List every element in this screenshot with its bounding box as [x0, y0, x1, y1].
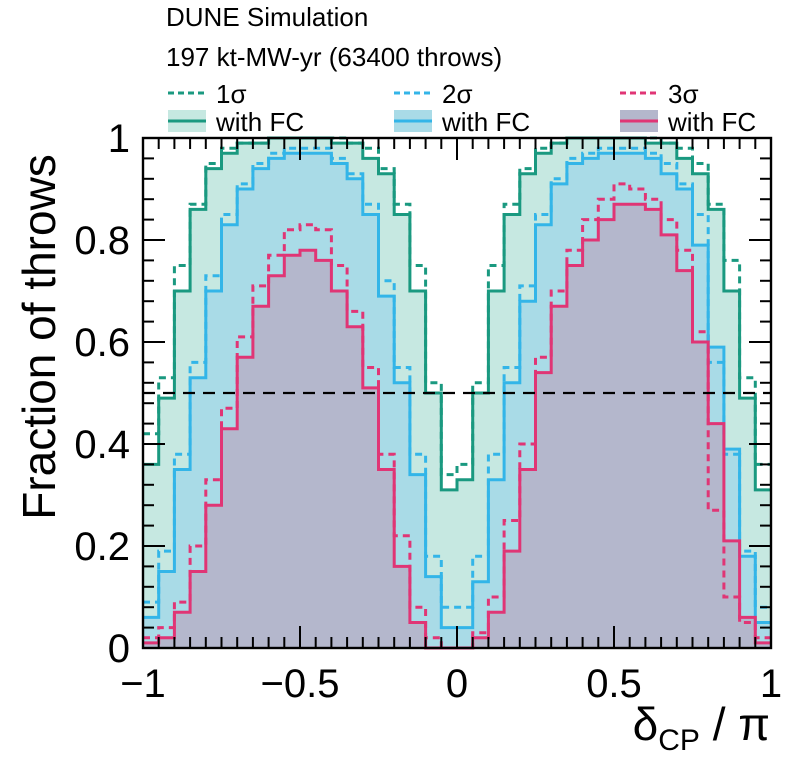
y-tick-label: 0.8 [74, 219, 130, 263]
x-axis-label-tail: / π [700, 698, 770, 750]
y-tick-label: 0.4 [74, 423, 130, 467]
x-axis-label: δCP / π [633, 698, 770, 757]
legend-label: with FC [215, 107, 304, 137]
step-line-2sigma [143, 146, 771, 609]
legend-entry-3sigma_fc: with FC [620, 107, 756, 137]
legend-entry-1sigma_fc: with FC [168, 107, 304, 137]
axis-tick-labels: −1 −0.5 0 0.5 1 0 0.2 0.4 0.6 0.8 1 [74, 117, 782, 706]
y-tick-label: 0 [108, 627, 130, 671]
x-axis-label-subscript: CP [658, 724, 700, 757]
step-line-1sigma [143, 136, 771, 477]
legend-entry-1sigma: 1σ [168, 79, 247, 109]
legend-label: 2σ [442, 79, 473, 109]
x-axis-label-symbol: δ [633, 698, 659, 750]
x-tick-label: −0.5 [261, 662, 340, 706]
series-fills [143, 138, 771, 649]
axis-ticks [142, 137, 772, 649]
legend-label: 3σ [668, 79, 699, 109]
x-tick-label: 0 [446, 662, 468, 706]
legend-label: 1σ [216, 79, 247, 109]
legend-label: with FC [441, 107, 530, 137]
legend-entry-2sigma_fc: with FC [394, 107, 530, 137]
chart-title: DUNE Simulation [166, 2, 368, 32]
legend-entry-2sigma: 2σ [394, 79, 473, 109]
area-3sigma_fc [143, 204, 771, 649]
x-tick-label: 0.5 [586, 662, 642, 706]
y-tick-label: 1 [108, 117, 130, 161]
chart-subtitle: 197 kt-MW-yr (63400 throws) [166, 42, 502, 72]
x-tick-label: −1 [120, 662, 166, 706]
y-tick-label: 0.6 [74, 321, 130, 365]
legend-label: with FC [667, 107, 756, 137]
y-axis-label: Fraction of throws [13, 154, 65, 520]
y-tick-label: 0.2 [74, 525, 130, 569]
x-tick-label: 1 [760, 662, 782, 706]
legend-entry-3sigma: 3σ [620, 79, 699, 109]
